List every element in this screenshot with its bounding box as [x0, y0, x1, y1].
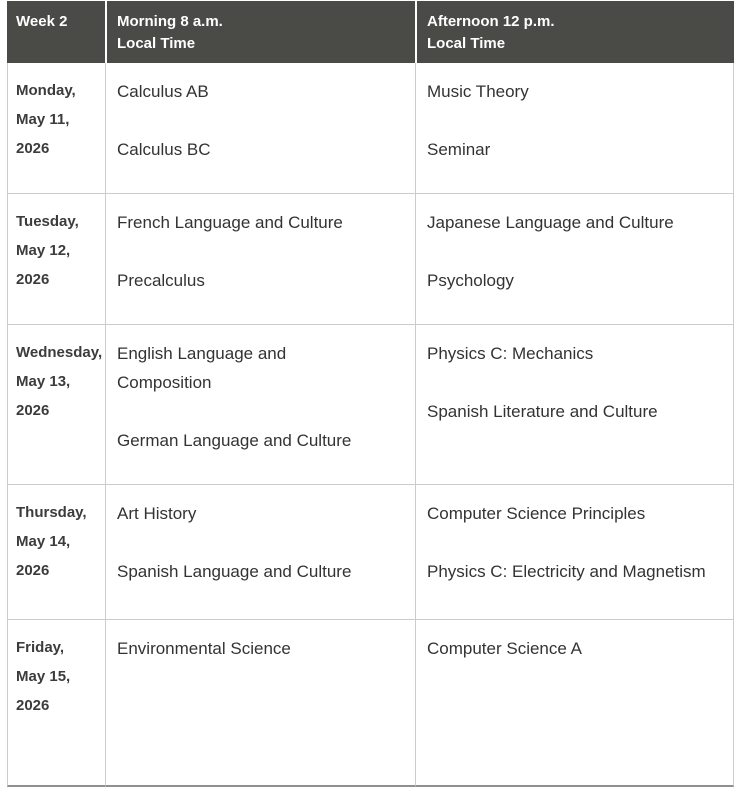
- afternoon-cell: Computer Science A: [415, 620, 734, 787]
- date-line: May 11,: [16, 111, 70, 128]
- course-entry: Environmental Science: [117, 639, 291, 658]
- week-label: Week 2: [16, 13, 68, 30]
- date-line: 2026: [16, 140, 50, 157]
- course-entry: English Language and Composition: [117, 344, 287, 392]
- header-row: Week 2 Morning 8 a.m. Local Time Afterno…: [7, 1, 734, 63]
- date-line: Friday,: [16, 639, 65, 656]
- morning-cell: Calculus AB Calculus BC: [105, 63, 415, 194]
- afternoon-cell: Computer Science Principles Physics C: El…: [415, 485, 734, 620]
- afternoon-cell: Music Theory Seminar: [415, 63, 734, 194]
- morning-cell: English Language and Composition German L…: [105, 325, 415, 485]
- course-entry: Computer Science Principles: [427, 504, 646, 523]
- afternoon-cell: Physics C: Mechanics Spanish Literature a…: [415, 325, 734, 485]
- afternoon-cell: Japanese Language and Culture Psychology: [415, 194, 734, 325]
- schedule-row: Thursday, May 14, 2026 Art History Spanish L…: [7, 485, 734, 620]
- morning-cell: French Language and Culture Precalculus: [105, 194, 415, 325]
- course-entry: Music Theory: [427, 82, 529, 101]
- date-cell: Wednesday, May 13, 2026: [7, 325, 105, 485]
- header-cell-week: Week 2: [7, 1, 105, 63]
- course-entry: French Language and Culture: [117, 213, 343, 232]
- date-line: Wednesday,: [16, 344, 103, 361]
- date-line: Thursday,: [16, 504, 87, 521]
- date-line: 2026: [16, 562, 50, 579]
- course-entry: Physics C: Mechanics: [427, 344, 594, 363]
- course-entry: Precalculus: [117, 271, 205, 290]
- morning-cell: Environmental Science: [105, 620, 415, 787]
- afternoon-local-time-label: Local Time: [427, 35, 506, 52]
- course-entry: Physics C: Electricity and Magnetism: [427, 562, 706, 581]
- course-entry: Japanese Language and Culture: [427, 213, 674, 232]
- morning-cell: Art History Spanish Language and Culture: [105, 485, 415, 620]
- schedule-row: Tuesday, May 12, 2026 French Language and C…: [7, 194, 734, 325]
- date-cell: Tuesday, May 12, 2026: [7, 194, 105, 325]
- morning-local-time-label: Local Time: [117, 35, 196, 52]
- course-entry: German Language and Culture: [117, 431, 352, 450]
- date-line: 2026: [16, 697, 50, 714]
- course-entry: Seminar: [427, 140, 491, 159]
- course-entry: Art History: [117, 504, 197, 523]
- course-entry: Calculus BC: [117, 140, 211, 159]
- date-line: May 12,: [16, 242, 71, 259]
- course-entry: Computer Science A: [427, 639, 582, 658]
- exam-schedule-table: Week 2 Morning 8 a.m. Local Time Afterno…: [7, 1, 734, 787]
- schedule-row: Wednesday, May 13, 2026 English Language an…: [7, 325, 734, 485]
- date-line: Tuesday,: [16, 213, 79, 230]
- date-cell: Monday, May 11, 2026: [7, 63, 105, 194]
- date-cell: Thursday, May 14, 2026: [7, 485, 105, 620]
- schedule-row: Friday, May 15, 2026 Environmental Science C…: [7, 620, 734, 787]
- date-line: May 15,: [16, 668, 71, 685]
- date-line: 2026: [16, 271, 50, 288]
- course-entry: Calculus AB: [117, 82, 209, 101]
- course-entry: Spanish Language and Culture: [117, 562, 352, 581]
- header-cell-afternoon: Afternoon 12 p.m. Local Time: [415, 1, 734, 63]
- course-entry: Spanish Literature and Culture: [427, 402, 658, 421]
- date-cell: Friday, May 15, 2026: [7, 620, 105, 787]
- date-line: May 13,: [16, 373, 71, 390]
- header-cell-morning: Morning 8 a.m. Local Time: [105, 1, 415, 63]
- schedule-row: Monday, May 11, 2026 Calculus AB Calculus BC…: [7, 63, 734, 194]
- course-entry: Psychology: [427, 271, 514, 290]
- morning-session-label: Morning 8 a.m.: [117, 13, 223, 30]
- afternoon-session-label: Afternoon 12 p.m.: [427, 13, 555, 30]
- date-line: May 14,: [16, 533, 71, 550]
- date-line: Monday,: [16, 82, 76, 99]
- date-line: 2026: [16, 402, 50, 419]
